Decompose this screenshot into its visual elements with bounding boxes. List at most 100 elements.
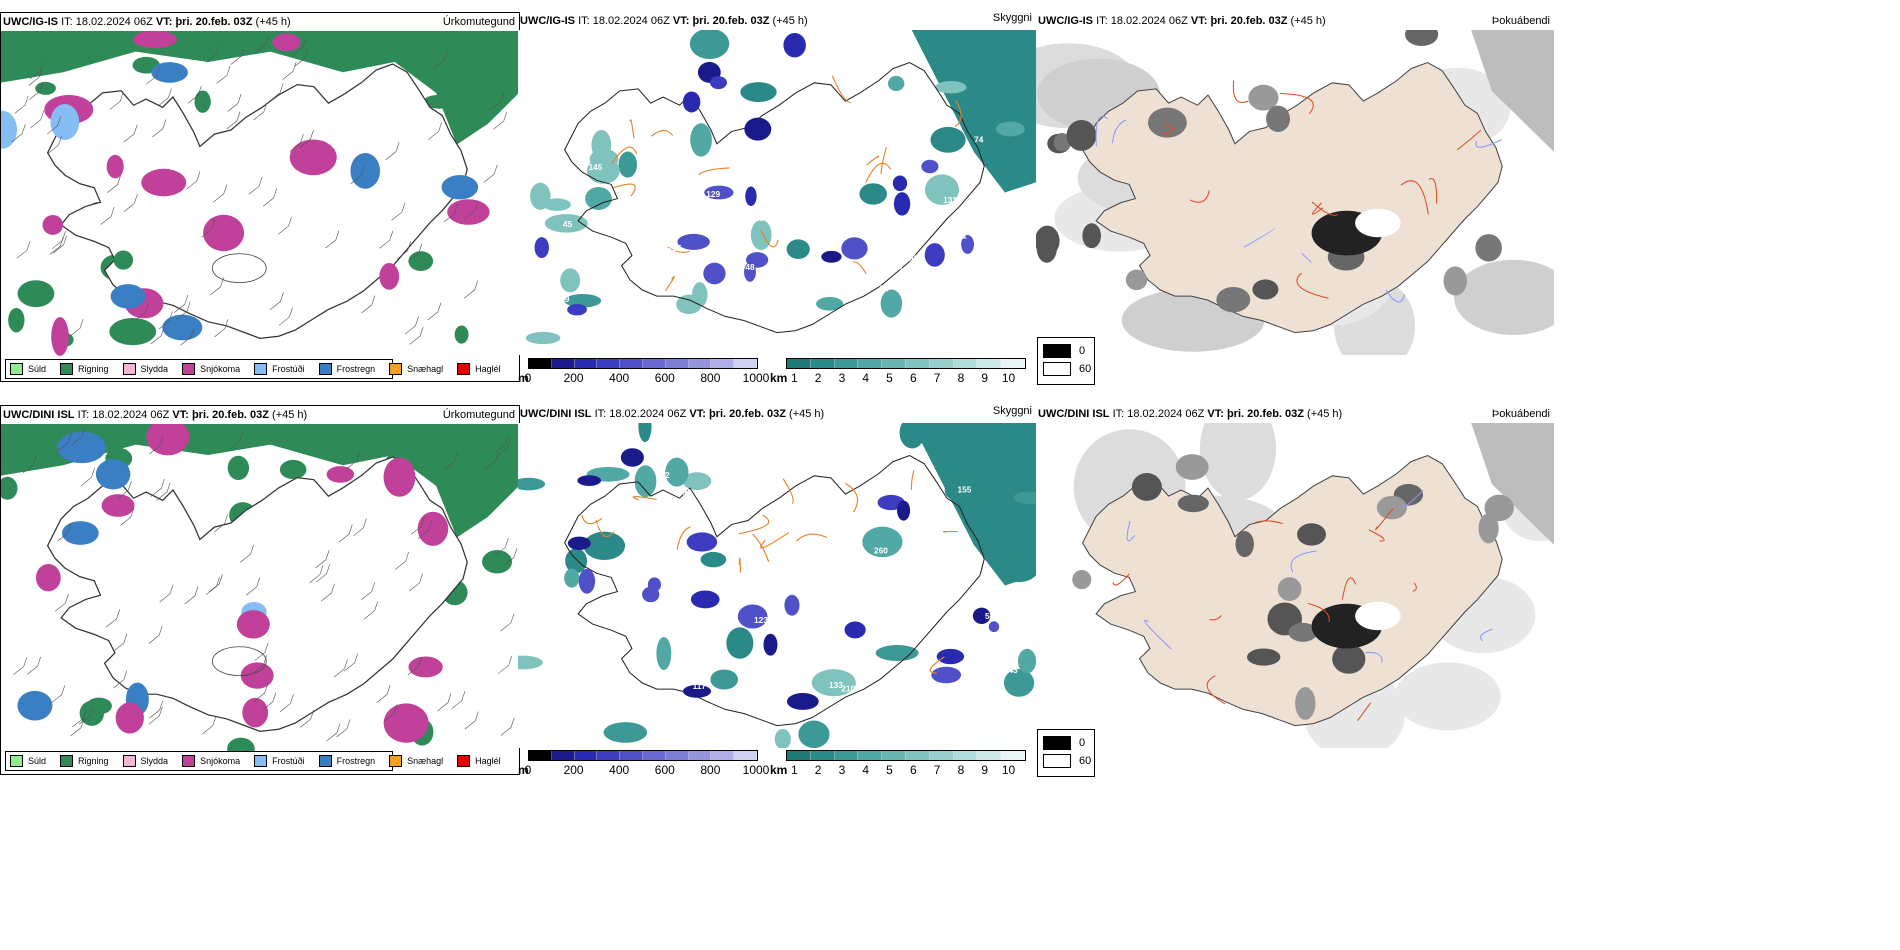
wind-barb xyxy=(289,133,304,152)
wind-barb xyxy=(254,643,269,661)
precip-patch xyxy=(132,31,177,49)
road-line xyxy=(1311,202,1324,215)
wind-barb xyxy=(253,102,268,121)
precip-patch xyxy=(110,284,146,309)
precip-legend: Súld Rigning Slydda Snjókoma Frostúði Frostre… xyxy=(5,359,501,379)
rain-area-north xyxy=(1,31,519,145)
rain-patch xyxy=(408,251,434,271)
road-line xyxy=(845,482,859,513)
river-line xyxy=(1479,628,1493,642)
visibility-patch xyxy=(935,81,967,94)
legend-item: Snæhagl xyxy=(389,755,443,767)
cloud-base-value: 64 xyxy=(605,314,615,323)
precip-patch xyxy=(1,110,18,149)
wind-barb xyxy=(320,583,335,602)
wind-barb xyxy=(16,240,31,259)
panel-title: UWC/IG-IS IT: 18.02.2024 06Z VT: þri. 20… xyxy=(1038,15,1326,27)
river-line xyxy=(1095,115,1108,147)
road-line xyxy=(880,147,887,174)
road-line xyxy=(632,495,657,501)
visibility-patch xyxy=(589,148,619,170)
wind-barb xyxy=(383,704,398,723)
colorbar-bin xyxy=(810,359,835,368)
fog-index-patch xyxy=(1475,234,1502,262)
precip-patch xyxy=(115,702,144,734)
wind-barb xyxy=(294,48,309,67)
rain-patch xyxy=(194,90,211,113)
legend-swatch xyxy=(60,755,74,767)
visibility-patch xyxy=(518,655,543,670)
wind-barb xyxy=(417,521,432,539)
visibility-patch xyxy=(875,645,919,661)
cloud-base-patch xyxy=(744,117,772,141)
wind-barb xyxy=(117,480,132,499)
colorbar-tick: 7 xyxy=(933,371,941,385)
precip-patch xyxy=(383,457,416,497)
fog-index-patch xyxy=(1248,84,1279,111)
legend-swatch xyxy=(122,363,136,375)
legend-label: Snjókoma xyxy=(200,756,241,766)
legend-label: Slydda xyxy=(140,756,169,766)
fog-index-patch xyxy=(1131,473,1162,501)
colorbar-unit: m xyxy=(518,371,529,385)
legend-label: Haglél xyxy=(475,756,501,766)
precip-patch xyxy=(162,314,203,341)
wind-barb xyxy=(427,302,442,321)
cloud-base-value: 79 xyxy=(894,699,904,708)
fog-index-patch xyxy=(1053,132,1071,152)
road-line xyxy=(831,75,851,103)
precip-patch xyxy=(95,459,131,490)
wind-barb xyxy=(344,653,358,672)
wind-barb xyxy=(106,609,120,628)
legend-item: Haglél xyxy=(457,363,501,375)
cloud-base-value: 133 xyxy=(829,681,843,690)
fog-index-patch xyxy=(1235,530,1254,558)
wind-barb xyxy=(158,311,173,330)
wind-barb xyxy=(397,241,412,260)
cloud-base-value: 40 xyxy=(730,583,740,592)
colorbar-tick: 400 xyxy=(609,763,630,777)
precip-patch xyxy=(141,168,187,197)
colorbar-bin xyxy=(953,751,978,760)
cloud-base-value: 76 xyxy=(837,562,847,571)
wind-barb xyxy=(494,435,509,454)
cloud-base-value: 39 xyxy=(650,668,660,677)
fog-index-patch xyxy=(1252,279,1279,300)
cloud-base-value: 40 xyxy=(913,281,923,290)
fog-field xyxy=(1199,423,1276,501)
visibility-patch xyxy=(583,531,626,561)
visibility-colorbar: km 1 2 3 4 5 6 7 8 9 10 xyxy=(770,750,1036,778)
colorbar-tick: 4 xyxy=(862,371,870,385)
precip-patch xyxy=(473,481,508,501)
wind-barb xyxy=(148,706,163,725)
cloud-base-value: 228 xyxy=(680,634,694,643)
wind-barb xyxy=(148,625,163,644)
wind-barb xyxy=(345,451,360,470)
colorbar-unit: km xyxy=(770,371,788,385)
panel-product-title: Þokuábendi xyxy=(1491,15,1550,27)
cloud-base-value: 67 xyxy=(702,639,712,648)
fog-index-patch xyxy=(1036,233,1057,263)
road-line xyxy=(866,155,880,166)
cloud-base-patch xyxy=(642,586,660,603)
wind-barb xyxy=(325,230,340,249)
cloud-base-value: 48 xyxy=(912,658,922,667)
colorbar-tick: 1 xyxy=(790,763,798,777)
wind-barb xyxy=(278,307,293,326)
panel-fog-row1: UWC/IG-IS IT: 18.02.2024 06Z VT: þri. 20… xyxy=(1036,12,1554,385)
cloud-base-value: 66 xyxy=(782,267,792,276)
visibility-patch xyxy=(700,551,727,568)
colorbar-tick: 200 xyxy=(563,371,584,385)
legend-label: Snjókoma xyxy=(200,364,241,374)
cloud-base-value: 197 xyxy=(586,710,600,719)
cloud-base-value: 40 xyxy=(630,301,640,310)
wind-barb xyxy=(145,66,160,85)
cloud-base-value: 122 xyxy=(716,121,730,130)
colorbar-bin xyxy=(711,751,735,760)
precip-patch xyxy=(482,550,513,574)
road-line xyxy=(796,533,828,542)
wind-barb xyxy=(315,550,330,569)
cloud-base-value: 141 xyxy=(953,232,967,241)
legend-label: Slydda xyxy=(140,364,169,374)
cloud-base-value: 105 xyxy=(668,244,682,253)
